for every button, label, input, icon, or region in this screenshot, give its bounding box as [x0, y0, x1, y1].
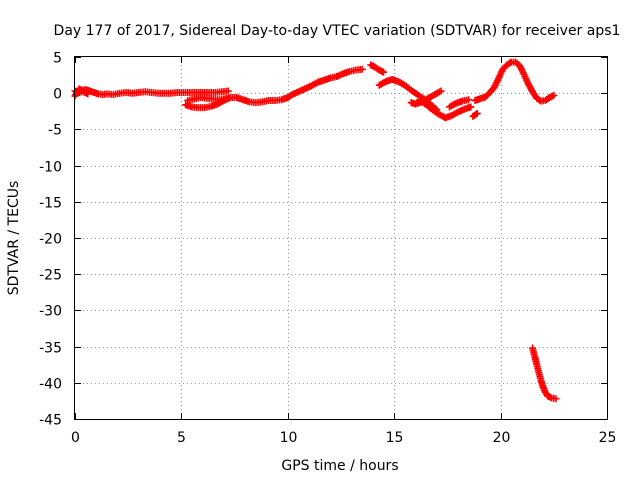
y-tick-label: -45 — [39, 413, 62, 429]
plot-frame — [74, 56, 608, 420]
data-point — [472, 110, 480, 118]
y-tick-label: -15 — [39, 196, 62, 212]
x-tick-label: 20 — [493, 430, 511, 446]
data-point — [550, 91, 558, 99]
y-tick-label: 0 — [53, 87, 62, 103]
x-tick-label: 25 — [599, 430, 617, 446]
data-point — [552, 395, 560, 403]
chart-title: Day 177 of 2017, Sidereal Day-to-day VTE… — [54, 23, 621, 39]
data-point — [380, 68, 388, 76]
data-point — [222, 94, 230, 102]
data-point — [437, 87, 445, 95]
data-point — [467, 103, 475, 111]
x-tick-label: 15 — [386, 430, 404, 446]
y-axis-label: SDTVAR / TECUs — [6, 181, 22, 296]
data-point — [84, 90, 92, 98]
x-tick-label: 5 — [177, 430, 186, 446]
y-tick-label: -30 — [39, 304, 62, 320]
y-tick-label: -35 — [39, 341, 62, 357]
data-point — [506, 59, 514, 67]
y-tick-labels: 5 0 -5 -10 -15 -20 -25 -30 -35 -40 -45 — [39, 51, 62, 429]
data-point — [465, 96, 473, 104]
y-tick-label: 5 — [53, 51, 62, 67]
data-point — [473, 109, 481, 117]
y-tick-label: -40 — [39, 377, 62, 393]
data-point — [358, 65, 366, 73]
x-tick-label: 10 — [280, 430, 298, 446]
data-point — [224, 87, 232, 95]
x-tick-label: 0 — [71, 430, 80, 446]
y-tick-label: -5 — [48, 123, 62, 139]
x-axis-label: GPS time / hours — [281, 458, 398, 474]
grid-lines — [75, 57, 607, 419]
y-tick-label: -10 — [39, 160, 62, 176]
data-points — [71, 58, 560, 403]
y-tick-label: -25 — [39, 268, 62, 284]
x-tick-labels: 0 5 10 15 20 25 — [71, 430, 616, 446]
y-tick-label: -20 — [39, 232, 62, 248]
